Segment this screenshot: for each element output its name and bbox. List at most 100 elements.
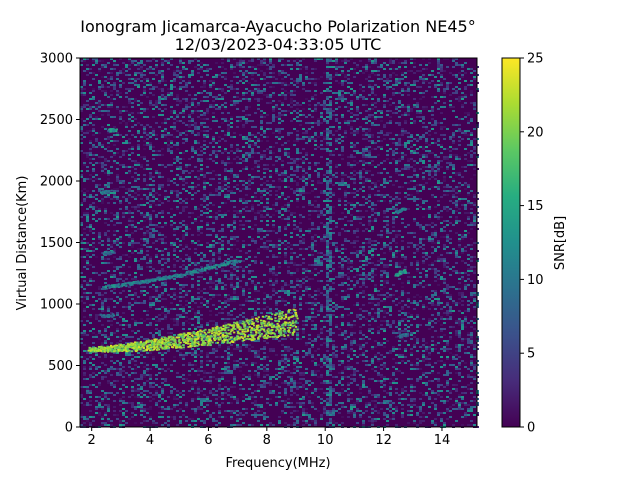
heatmap-cell xyxy=(407,70,410,72)
heatmap-cell xyxy=(197,262,200,264)
heatmap-cell xyxy=(368,86,371,88)
heatmap-cell xyxy=(116,90,119,92)
heatmap-cell xyxy=(107,240,110,242)
heatmap-cell xyxy=(200,198,203,200)
heatmap-cell xyxy=(119,86,122,88)
heatmap-cell xyxy=(398,66,401,68)
heatmap-cell xyxy=(362,164,365,166)
heatmap-cell xyxy=(212,280,215,282)
heatmap-cell xyxy=(416,280,419,282)
heatmap-cell xyxy=(212,100,215,102)
heatmap-cell xyxy=(368,136,371,138)
heatmap-cell xyxy=(161,136,164,138)
heatmap-cell xyxy=(314,170,317,172)
heatmap-cell xyxy=(119,258,122,260)
heatmap-cell xyxy=(314,132,317,134)
heatmap-cell xyxy=(458,128,461,130)
heatmap-cell xyxy=(362,104,365,106)
heatmap-cell xyxy=(137,188,140,190)
heatmap-cell xyxy=(374,220,377,222)
heatmap-cell xyxy=(218,258,221,260)
heatmap-cell xyxy=(137,164,140,166)
heatmap-cell xyxy=(446,268,449,270)
heatmap-cell xyxy=(260,178,263,180)
heatmap-cell xyxy=(326,66,329,68)
heatmap-cell xyxy=(110,106,113,108)
heatmap-cell xyxy=(338,94,341,96)
heatmap-cell xyxy=(107,224,110,226)
heatmap-cell xyxy=(425,208,428,210)
heatmap-cell xyxy=(407,158,410,160)
heatmap-cell xyxy=(215,268,218,270)
heatmap-cell xyxy=(269,82,272,84)
heatmap-cell xyxy=(401,94,404,96)
heatmap-cell xyxy=(389,162,392,164)
heatmap-cell xyxy=(212,252,215,254)
heatmap-cell xyxy=(314,122,317,124)
heatmap-cell xyxy=(281,104,284,106)
heatmap-cell xyxy=(125,96,128,98)
heatmap-cell xyxy=(209,80,212,82)
heatmap-cell xyxy=(221,288,224,290)
heatmap-cell xyxy=(299,194,302,196)
heatmap-cell xyxy=(101,76,104,78)
heatmap-cell xyxy=(224,140,227,142)
heatmap-cell xyxy=(110,274,113,276)
heatmap-cell xyxy=(89,68,92,70)
heatmap-cell xyxy=(356,128,359,130)
heatmap-cell xyxy=(236,64,239,66)
heatmap-cell xyxy=(239,286,242,288)
heatmap-cell xyxy=(83,232,86,234)
heatmap-cell xyxy=(167,132,170,134)
heatmap-cell xyxy=(455,232,458,234)
heatmap-cell xyxy=(113,86,116,88)
heatmap-cell xyxy=(203,70,206,72)
heatmap-cell xyxy=(260,190,263,192)
heatmap-cell xyxy=(452,172,455,174)
heatmap-cell xyxy=(353,180,356,182)
heatmap-cell xyxy=(431,242,434,244)
heatmap-cell xyxy=(86,254,89,256)
heatmap-cell xyxy=(149,256,152,258)
heatmap-cell xyxy=(452,166,455,168)
heatmap-cell xyxy=(209,104,212,106)
heatmap-cell xyxy=(269,184,272,186)
heatmap-cell xyxy=(383,226,386,228)
heatmap-cell xyxy=(428,268,431,270)
heatmap-cell xyxy=(182,210,185,212)
heatmap-cell xyxy=(422,122,425,124)
heatmap-cell xyxy=(443,248,446,250)
heatmap-cell xyxy=(212,288,215,290)
heatmap-cell xyxy=(296,80,299,82)
heatmap-cell xyxy=(275,232,278,234)
heatmap-cell xyxy=(389,68,392,70)
heatmap-cell xyxy=(320,134,323,136)
heatmap-cell xyxy=(221,180,224,182)
heatmap-cell xyxy=(176,120,179,122)
heatmap-cell xyxy=(134,288,137,290)
heatmap-cell xyxy=(365,198,368,200)
heatmap-cell xyxy=(344,58,347,60)
heatmap-cell xyxy=(215,190,218,192)
heatmap-cell xyxy=(299,190,302,192)
heatmap-cell xyxy=(326,264,329,266)
heatmap-cell xyxy=(326,218,329,220)
heatmap-cell xyxy=(284,98,287,100)
heatmap-cell xyxy=(263,154,266,156)
heatmap-cell xyxy=(299,74,302,76)
heatmap-cell xyxy=(149,246,152,248)
heatmap-cell xyxy=(266,76,269,78)
heatmap-cell xyxy=(389,62,392,64)
heatmap-cell xyxy=(440,74,443,76)
heatmap-cell xyxy=(386,134,389,136)
heatmap-cell xyxy=(317,214,320,216)
heatmap-cell xyxy=(446,66,449,68)
heatmap-cell xyxy=(140,188,143,190)
heatmap-cell xyxy=(314,60,317,62)
heatmap-cell xyxy=(215,284,218,286)
heatmap-cell xyxy=(458,140,461,142)
heatmap-cell xyxy=(383,100,386,102)
heatmap-cell xyxy=(356,72,359,74)
heatmap-cell xyxy=(98,156,101,158)
heatmap-cell xyxy=(128,224,131,226)
